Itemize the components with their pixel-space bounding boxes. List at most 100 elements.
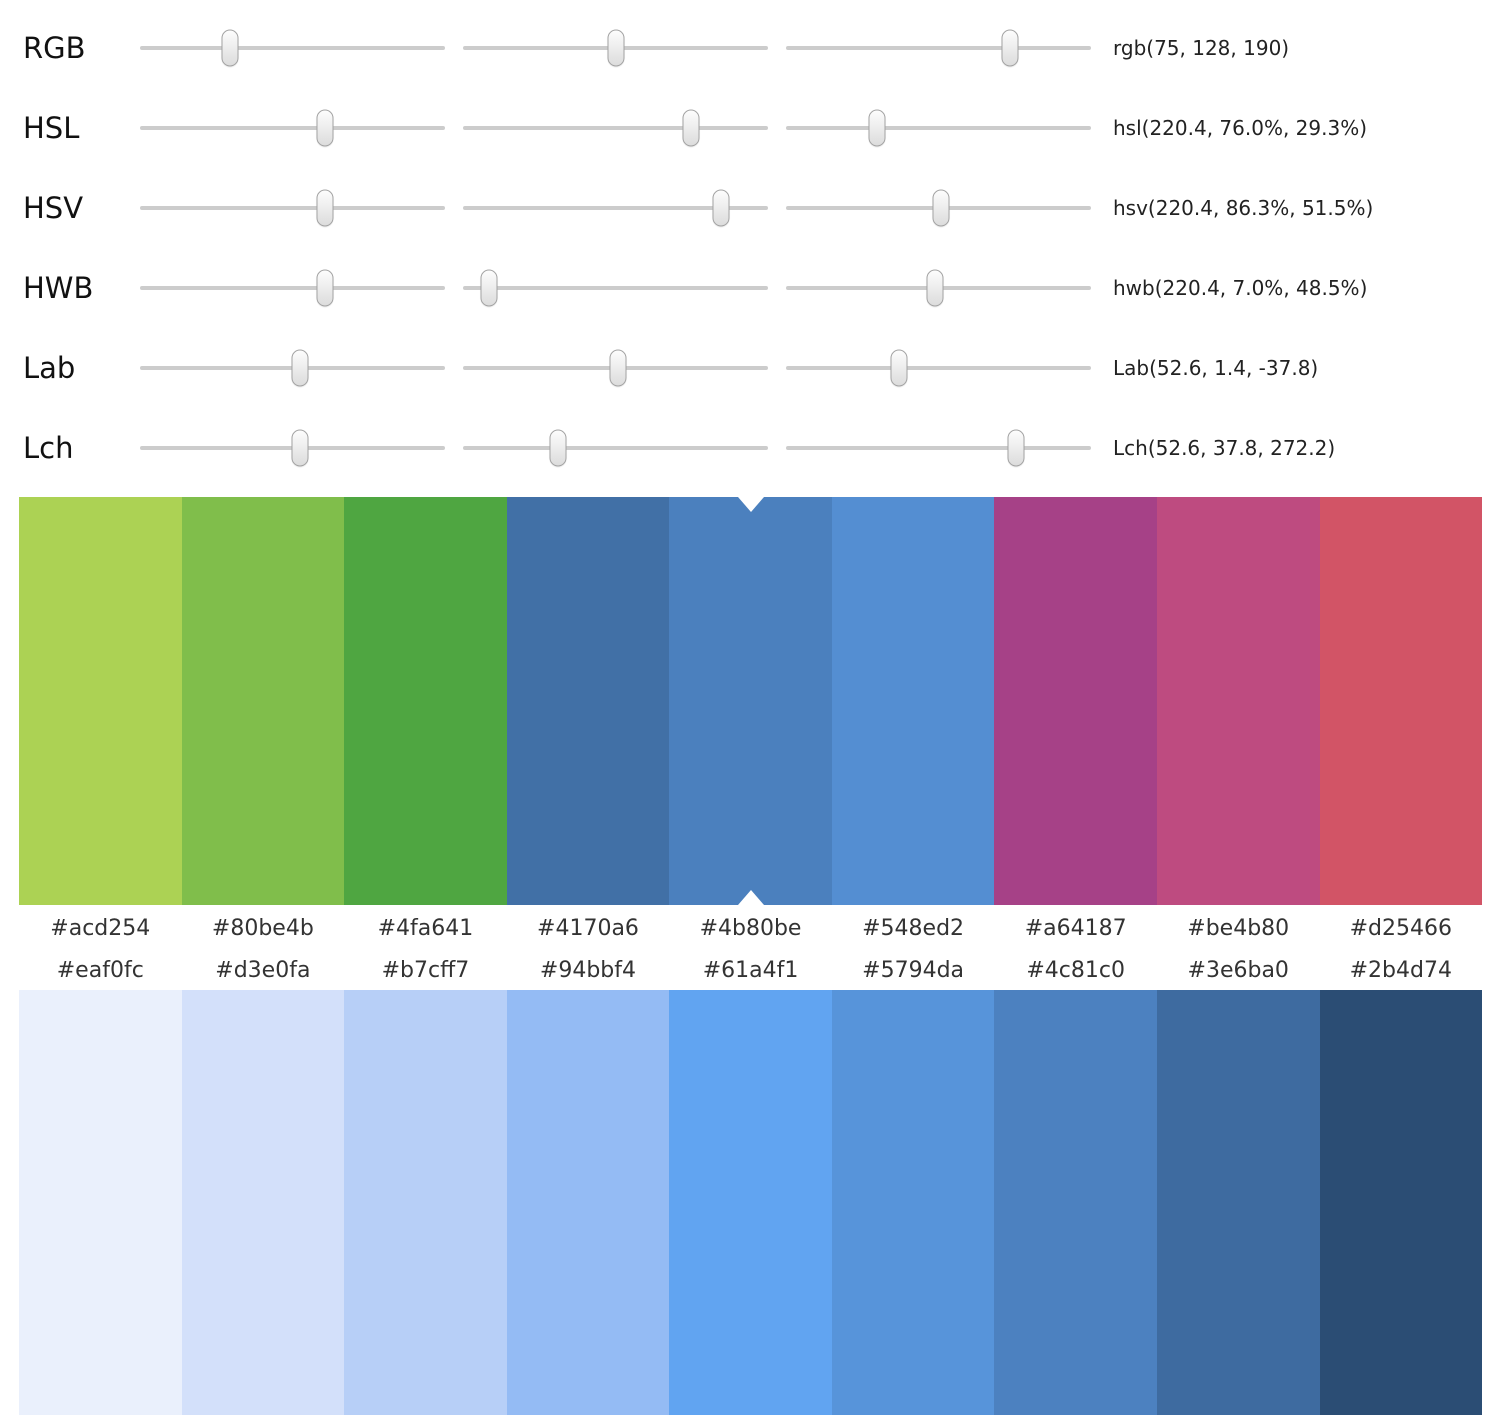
hex-label: #4170a6 bbox=[537, 915, 639, 941]
palette-bottom-swatch[interactable] bbox=[831, 990, 995, 1415]
slider-track[interactable] bbox=[786, 108, 1091, 148]
palette-top-swatch[interactable] bbox=[831, 497, 995, 905]
palette-top-swatch[interactable] bbox=[1319, 497, 1483, 905]
hex-label: #80be4b bbox=[211, 915, 314, 941]
palette-top bbox=[19, 497, 1483, 905]
slider-tracks bbox=[140, 108, 1091, 148]
hex-label: #a64187 bbox=[1024, 915, 1127, 941]
hex-label: #b7cff7 bbox=[381, 958, 470, 983]
palette-bottom-swatch[interactable] bbox=[344, 990, 507, 1415]
palette-top-swatch[interactable] bbox=[1156, 497, 1320, 905]
hex-label: #d3e0fa bbox=[215, 958, 311, 983]
palette-top-swatch[interactable] bbox=[181, 497, 345, 905]
slider-thumb[interactable] bbox=[926, 269, 944, 307]
slider-tracks bbox=[140, 428, 1091, 468]
hex-label: #d25466 bbox=[1349, 915, 1452, 941]
slider-row-hwb: HWB hwb(220.4, 7.0%, 48.5%) bbox=[0, 248, 1501, 328]
slider-track[interactable] bbox=[463, 348, 768, 388]
slider-row-rgb: RGB rgb(75, 128, 190) bbox=[0, 8, 1501, 88]
colorspace-value: hwb(220.4, 7.0%, 48.5%) bbox=[1113, 276, 1368, 300]
slider-track[interactable] bbox=[140, 108, 445, 148]
palette-top-swatch[interactable] bbox=[344, 497, 507, 905]
colorspace-label: Lch bbox=[23, 431, 74, 465]
slider-track[interactable] bbox=[463, 28, 768, 68]
slider-track[interactable] bbox=[140, 428, 445, 468]
slider-thumb[interactable] bbox=[221, 29, 239, 67]
slider-track[interactable] bbox=[140, 268, 445, 308]
slider-track[interactable] bbox=[463, 428, 768, 468]
slider-track[interactable] bbox=[140, 348, 445, 388]
hex-label: #2b4d74 bbox=[1349, 958, 1452, 983]
palette-bottom-swatch[interactable] bbox=[19, 990, 182, 1415]
slider-row-hsv: HSV hsv(220.4, 86.3%, 51.5%) bbox=[0, 168, 1501, 248]
colorspace-label: RGB bbox=[23, 31, 86, 65]
slider-row-lch: Lch Lch(52.6, 37.8, 272.2) bbox=[0, 408, 1501, 488]
colorspace-value: hsl(220.4, 76.0%, 29.3%) bbox=[1113, 116, 1368, 140]
palette-bottom-swatch[interactable] bbox=[1156, 990, 1320, 1415]
palette-top-labels: #acd254 #80be4b #4fa641 #4170a6 #4b80be … bbox=[19, 905, 1482, 951]
slider-thumb[interactable] bbox=[932, 189, 950, 227]
hex-label: #4c81c0 bbox=[1026, 958, 1125, 983]
palette-bottom-swatch[interactable] bbox=[506, 990, 670, 1415]
slider-thumb[interactable] bbox=[291, 349, 308, 387]
slider-row-hsl: HSL hsl(220.4, 76.0%, 29.3%) bbox=[0, 88, 1501, 168]
slider-thumb[interactable] bbox=[480, 269, 498, 307]
palette-bottom bbox=[19, 990, 1483, 1415]
colorspace-label: HWB bbox=[23, 271, 94, 305]
colorspace-label: HSL bbox=[23, 111, 80, 145]
slider-thumb[interactable] bbox=[291, 429, 308, 467]
hex-label: #acd254 bbox=[50, 915, 151, 941]
slider-track[interactable] bbox=[140, 188, 445, 228]
slider-track[interactable] bbox=[463, 108, 768, 148]
slider-thumb[interactable] bbox=[1001, 29, 1019, 67]
slider-thumb[interactable] bbox=[549, 429, 567, 467]
colorspace-value: Lab(52.6, 1.4, -37.8) bbox=[1113, 356, 1319, 380]
slider-tracks bbox=[140, 188, 1091, 228]
hex-label: #61a4f1 bbox=[702, 958, 799, 983]
hex-label: #eaf0fc bbox=[56, 958, 144, 983]
palette-top-swatch[interactable] bbox=[994, 497, 1157, 905]
slider-thumb[interactable] bbox=[316, 109, 334, 147]
slider-tracks bbox=[140, 268, 1091, 308]
slider-thumb[interactable] bbox=[609, 349, 627, 387]
hex-label: #4b80be bbox=[699, 915, 802, 941]
slider-track[interactable] bbox=[463, 268, 768, 308]
palette-bottom-swatch[interactable] bbox=[669, 990, 832, 1415]
hex-label: #be4b80 bbox=[1187, 915, 1290, 941]
slider-thumb[interactable] bbox=[682, 109, 700, 147]
slider-track[interactable] bbox=[140, 28, 445, 68]
slider-track[interactable] bbox=[786, 28, 1091, 68]
slider-track[interactable] bbox=[786, 188, 1091, 228]
hex-label: #4fa641 bbox=[377, 915, 474, 941]
slider-tracks bbox=[140, 348, 1091, 388]
colorspace-label: HSV bbox=[23, 191, 84, 225]
colorspace-label: Lab bbox=[23, 351, 76, 385]
hex-label: #548ed2 bbox=[862, 915, 965, 941]
hex-label: #94bbf4 bbox=[539, 958, 637, 983]
colorspace-value: hsv(220.4, 86.3%, 51.5%) bbox=[1113, 196, 1374, 220]
palette-bottom-swatch[interactable] bbox=[181, 990, 345, 1415]
slider-track[interactable] bbox=[786, 268, 1091, 308]
slider-row-lab: Lab Lab(52.6, 1.4, -37.8) bbox=[0, 328, 1501, 408]
hex-label: #3e6ba0 bbox=[1187, 958, 1289, 983]
palette-top-swatch[interactable] bbox=[19, 497, 182, 905]
colorspace-value: rgb(75, 128, 190) bbox=[1113, 36, 1290, 60]
slider-tracks bbox=[140, 28, 1091, 68]
slider-track[interactable] bbox=[786, 348, 1091, 388]
palette-top-swatch[interactable] bbox=[506, 497, 670, 905]
slider-thumb[interactable] bbox=[890, 349, 908, 387]
slider-thumb[interactable] bbox=[868, 109, 886, 147]
hex-label: #5794da bbox=[862, 958, 965, 983]
palette-bottom-swatch[interactable] bbox=[994, 990, 1157, 1415]
slider-thumb[interactable] bbox=[316, 189, 334, 227]
colorspace-value: Lch(52.6, 37.8, 272.2) bbox=[1113, 436, 1336, 460]
slider-thumb[interactable] bbox=[607, 29, 625, 67]
slider-track[interactable] bbox=[786, 428, 1091, 468]
slider-track[interactable] bbox=[463, 188, 768, 228]
palette-bottom-labels: #eaf0fc #d3e0fa #b7cff7 #94bbf4 #61a4f1 … bbox=[19, 951, 1482, 990]
slider-thumb[interactable] bbox=[712, 189, 730, 227]
slider-thumb[interactable] bbox=[316, 269, 334, 307]
palette-top-swatch[interactable] bbox=[669, 497, 832, 905]
slider-thumb[interactable] bbox=[1007, 429, 1025, 467]
palette-bottom-swatch[interactable] bbox=[1319, 990, 1483, 1415]
